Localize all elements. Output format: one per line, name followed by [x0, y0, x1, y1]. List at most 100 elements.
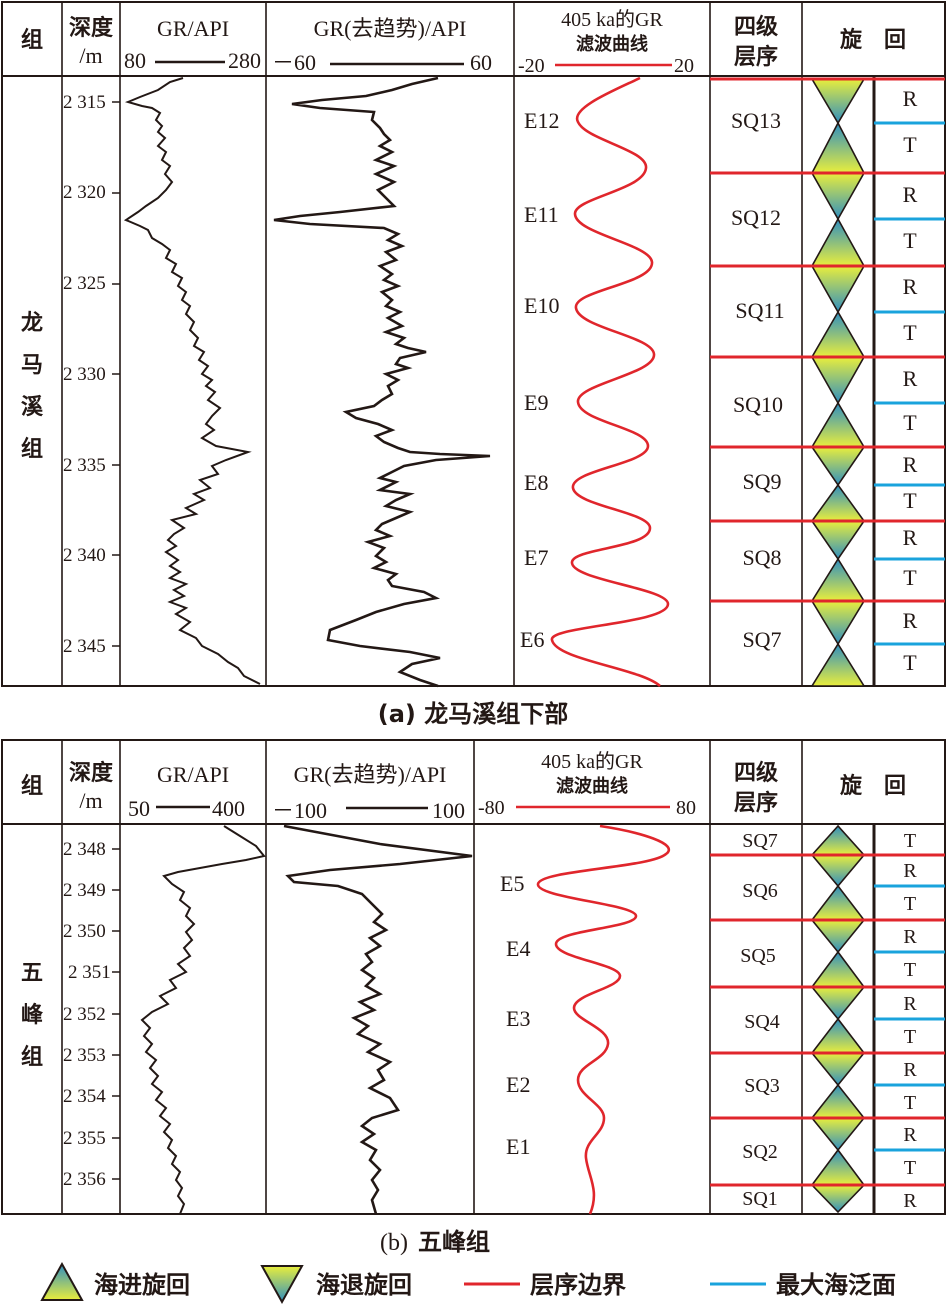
- depth-tick-label: 2 315: [63, 92, 106, 113]
- header-filter-1: 405 ka的GR: [561, 8, 663, 31]
- sequence-label: SQ10: [733, 392, 783, 417]
- rt-label: R: [903, 1124, 917, 1146]
- transgressive-triangle-icon: [810, 557, 866, 602]
- rt-label: R: [903, 926, 917, 948]
- transgressive-triangle-icon: [810, 217, 866, 267]
- ecc-label: E2: [506, 1072, 530, 1097]
- legend-mfs: 最大海泛面: [776, 1271, 896, 1299]
- depth-tick-label: 2 353: [63, 1045, 106, 1066]
- sequence-label: SQ4: [744, 1011, 780, 1033]
- rt-label: T: [904, 830, 916, 852]
- rt-label: R: [903, 993, 917, 1015]
- header-depth: 深度: [69, 15, 114, 41]
- header-gr-max: 400: [212, 796, 245, 821]
- caption-a: (a) 龙马溪组下部: [378, 700, 569, 728]
- cycle-column-a: [810, 78, 866, 687]
- regressive-triangle-icon: [810, 854, 866, 888]
- regressive-triangle-icon: [810, 1117, 866, 1152]
- header-gr-min: 80: [124, 48, 146, 73]
- header-filter-min: -20: [518, 55, 545, 77]
- transgressive-triangle-icon: [810, 642, 866, 687]
- ecc-label: E3: [506, 1006, 530, 1031]
- transgressive-triangle-icon: [810, 824, 866, 856]
- rt-label: R: [903, 1059, 917, 1081]
- rt-label: R: [903, 608, 918, 633]
- legend-boundary: 层序边界: [530, 1271, 626, 1299]
- ecc-label: E6: [520, 627, 544, 652]
- rt-label: T: [904, 1026, 916, 1048]
- regressive-triangle-icon: [810, 986, 866, 1021]
- sequence-label: SQ9: [742, 469, 781, 494]
- ecc-label: E1: [506, 1134, 530, 1159]
- formation-name-b: 五 峰 组: [21, 961, 44, 1070]
- caption-b: (b) 五峰组: [380, 1228, 490, 1256]
- regressive-triangle-icon: [810, 78, 866, 125]
- detrend-curve-b: [283, 824, 473, 1215]
- ecc-label: E5: [500, 871, 524, 896]
- filter-curve-b: [536, 824, 670, 1215]
- boundaries-a: [710, 77, 945, 603]
- sequence-label: SQ2: [742, 1141, 778, 1163]
- formation-name-a: 龙 马 溪 组: [21, 311, 44, 462]
- panel-b: 组 深度 /m GR/API 50 400 GR(去趋势)/API －100 1…: [1, 739, 946, 1215]
- regressive-triangle-icon: [810, 600, 866, 646]
- rt-label: R: [903, 860, 917, 882]
- formation-char: 峰: [21, 1003, 44, 1028]
- rt-label: T: [904, 1157, 916, 1179]
- header-detrend-max: 60: [470, 50, 492, 75]
- rt-label: T: [903, 320, 917, 345]
- rt-labels-a: R T R T R T R T R T R T R T: [903, 86, 918, 675]
- rt-label: R: [903, 452, 918, 477]
- depth-tick-label: 2 354: [63, 1086, 106, 1107]
- sequence-label: SQ5: [740, 945, 776, 967]
- detrend-curve-a: [273, 76, 491, 688]
- formation-char: 龙: [21, 311, 43, 336]
- rt-label: R: [903, 366, 918, 391]
- sequence-label: SQ12: [731, 205, 781, 230]
- sequence-label: SQ7: [742, 830, 778, 852]
- header-gr-min: 50: [128, 796, 150, 821]
- header-filter-2: 滤波曲线: [556, 775, 628, 797]
- header-filter-min: -80: [478, 797, 505, 819]
- ecc-label: E4: [506, 936, 530, 961]
- regressive-triangle-icon: [810, 520, 866, 561]
- header-filter-2: 滤波曲线: [576, 33, 648, 55]
- transgressive-triangle-icon: [810, 950, 866, 988]
- formation-char: 马: [21, 353, 43, 378]
- regressive-triangle-icon: [810, 1184, 866, 1214]
- depth-tick-label: 2 325: [63, 273, 106, 294]
- sequence-label: SQ3: [744, 1075, 780, 1097]
- formation-char: 组: [21, 1044, 43, 1070]
- header-detrend-min: －100: [272, 798, 327, 823]
- transgressive-triangle-icon: [810, 310, 866, 358]
- depth-tick-label: 2 355: [63, 1128, 106, 1149]
- rt-labels-b: T R T R T R T R T R T R: [903, 830, 917, 1212]
- sequence-label: SQ11: [735, 298, 784, 323]
- transgressive-triangle-icon: [810, 121, 866, 174]
- rt-label: T: [903, 488, 917, 513]
- header-depth-unit: /m: [79, 788, 102, 813]
- ecc-labels-a: E12 E11 E10 E9 E8 E7 E6: [520, 108, 559, 652]
- rt-label: T: [904, 959, 916, 981]
- rt-label: R: [903, 274, 918, 299]
- formation-char: 五: [21, 961, 43, 986]
- regressive-triangle-icon: [810, 1052, 866, 1087]
- depth-tick-label: 2 345: [63, 636, 106, 657]
- rt-label: R: [903, 86, 918, 111]
- sequence-labels-a: SQ13 SQ12 SQ11 SQ10 SQ9 SQ8 SQ7: [731, 108, 785, 652]
- mfs-a: [874, 121, 945, 646]
- legend-regressive: 海退旋回: [316, 1271, 412, 1299]
- regressive-triangle-icon: [810, 446, 866, 487]
- depth-tick-label: 2 340: [63, 545, 106, 566]
- formation-char: 组: [21, 436, 43, 462]
- header-cycle: 旋 回: [840, 773, 906, 799]
- sequence-labels-b: SQ7 SQ6 SQ5 SQ4 SQ3 SQ2 SQ1: [740, 830, 780, 1210]
- gr-curve-b: [140, 825, 266, 1215]
- ecc-label: E10: [524, 293, 559, 318]
- transgressive-triangle-icon: [810, 1017, 866, 1054]
- sequence-label: SQ13: [731, 108, 781, 133]
- header-filter-max: 20: [674, 55, 694, 77]
- header-seq-1: 四级: [734, 760, 778, 786]
- ecc-label: E9: [524, 390, 548, 415]
